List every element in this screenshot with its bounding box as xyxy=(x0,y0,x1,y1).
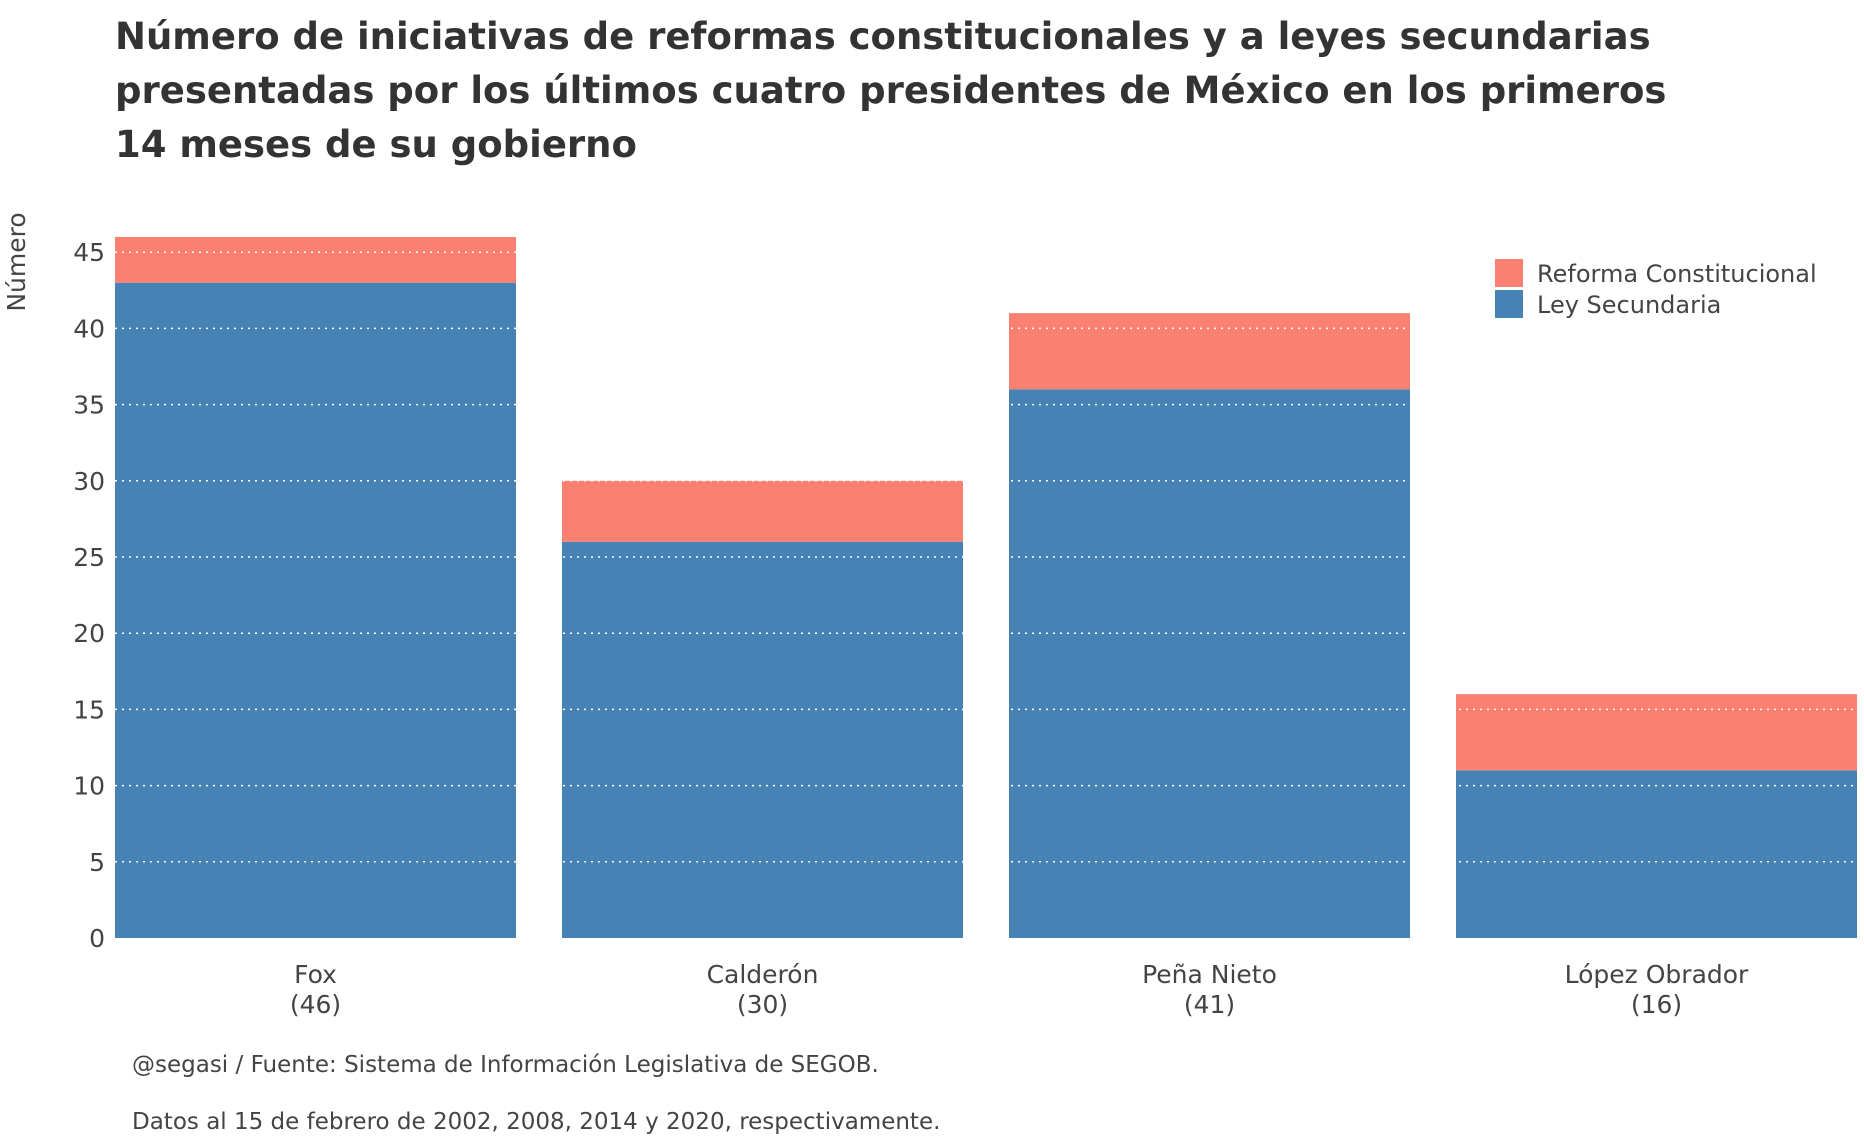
y-tick-label: 30 xyxy=(73,467,105,496)
x-tick-total-label: (46) xyxy=(290,990,341,1019)
bar-reforma-constitucional xyxy=(115,236,516,283)
y-tick-label: 35 xyxy=(73,391,105,420)
bar-ley-secundaria xyxy=(1009,389,1410,938)
date-caption: Datos al 15 de febrero de 2002, 2008, 20… xyxy=(132,1109,941,1135)
x-tick-total-label: (41) xyxy=(1184,990,1235,1019)
legend-label: Ley Secundaria xyxy=(1537,291,1721,319)
chart-title-line: Número de iniciativas de reformas consti… xyxy=(115,15,1651,58)
x-tick-label: Fox xyxy=(294,960,337,989)
y-axis-label: Número xyxy=(2,212,31,311)
y-tick-label: 0 xyxy=(89,924,105,953)
x-tick-label: Peña Nieto xyxy=(1142,960,1277,989)
x-tick-label: Calderón xyxy=(707,960,819,989)
chart-title: Número de iniciativas de reformas consti… xyxy=(115,10,1850,172)
legend-swatch xyxy=(1495,290,1523,318)
x-tick-label: López Obrador xyxy=(1565,960,1749,989)
y-tick-label: 15 xyxy=(73,695,105,724)
bar-ley-secundaria xyxy=(1456,770,1857,938)
bar-reforma-constitucional xyxy=(1456,694,1857,771)
y-tick-label: 20 xyxy=(73,619,105,648)
y-tick-label: 45 xyxy=(73,238,105,267)
bar-ley-secundaria xyxy=(115,282,516,938)
chart-title-line: 14 meses de su gobierno xyxy=(115,123,637,166)
bar-ley-secundaria xyxy=(562,541,963,938)
x-tick-total-label: (16) xyxy=(1631,990,1682,1019)
legend-swatch xyxy=(1495,259,1523,287)
bar-reforma-constitucional xyxy=(562,480,963,542)
y-tick-label: 40 xyxy=(73,314,105,343)
y-tick-label: 5 xyxy=(89,848,105,877)
bar-reforma-constitucional xyxy=(1009,313,1410,390)
y-tick-label: 25 xyxy=(73,543,105,572)
source-caption: @segasi / Fuente: Sistema de Información… xyxy=(132,1052,879,1078)
y-tick-label: 10 xyxy=(73,772,105,801)
chart-title-line: presentadas por los últimos cuatro presi… xyxy=(115,69,1667,112)
x-tick-total-label: (30) xyxy=(737,990,788,1019)
legend-label: Reforma Constitucional xyxy=(1537,260,1817,288)
